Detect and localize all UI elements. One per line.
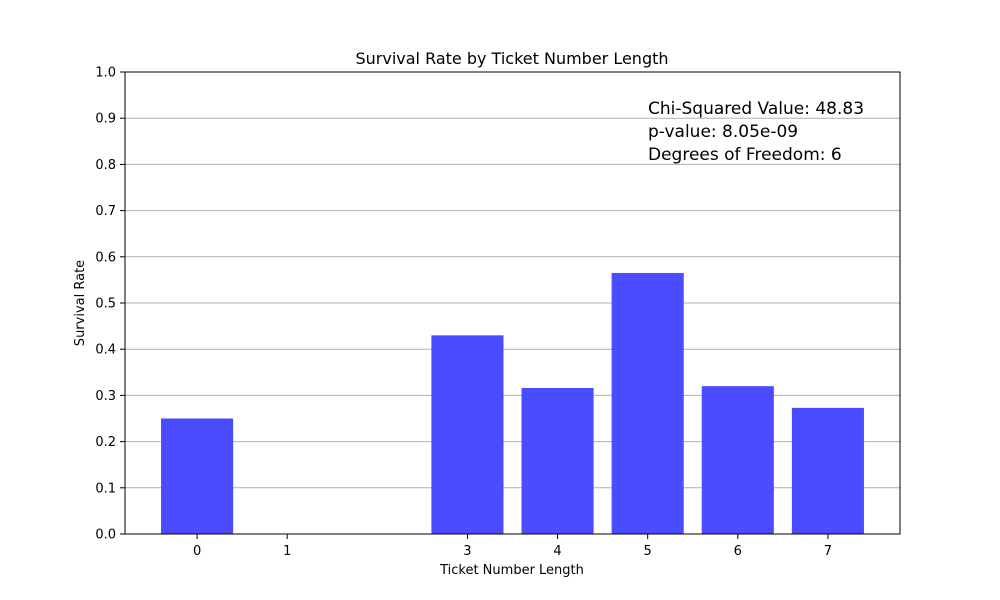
y-tick-label: 0.6 <box>95 250 116 265</box>
stats-annotation: Chi-Squared Value: 48.83 p-value: 8.05e-… <box>648 99 864 165</box>
x-tick-label: 1 <box>283 544 291 559</box>
bar-6 <box>701 386 774 534</box>
y-tick-label: 0.5 <box>95 297 116 312</box>
bar-0 <box>161 418 234 534</box>
y-tick-label: 0.8 <box>95 158 116 173</box>
x-tick-label: 6 <box>734 544 742 559</box>
x-tick-label: 5 <box>644 544 652 559</box>
degrees-of-freedom-annotation: Degrees of Freedom: 6 <box>648 145 842 165</box>
y-tick-label: 0.9 <box>95 112 116 127</box>
y-tick-label: 1.0 <box>95 66 116 81</box>
x-tick-label: 3 <box>463 544 471 559</box>
y-tick-label: 0.3 <box>95 389 116 404</box>
x-tick-label: 7 <box>824 544 832 559</box>
y-axis-ticks: 0.0 0.1 0.2 0.3 0.4 0.5 0.6 0.7 0.8 0.9 1.0 <box>95 66 125 543</box>
y-tick-label: 0.4 <box>95 343 116 358</box>
chart-title: Survival Rate by Ticket Number Length <box>355 49 668 68</box>
bar-3 <box>431 335 504 534</box>
x-axis-ticks: 0 1 3 4 5 6 7 <box>193 534 832 559</box>
bar-layer <box>161 272 864 534</box>
y-tick-label: 0.2 <box>95 435 116 450</box>
p-value-annotation: p-value: 8.05e-09 <box>648 122 798 142</box>
bar-5 <box>611 272 684 534</box>
y-tick-label: 0.1 <box>95 481 116 496</box>
x-axis-label: Ticket Number Length <box>439 563 584 578</box>
bar-7 <box>791 407 864 534</box>
y-tick-label: 0.0 <box>95 528 116 543</box>
x-tick-label: 0 <box>193 544 201 559</box>
bar-4 <box>521 388 594 534</box>
y-tick-label: 0.7 <box>95 204 116 219</box>
chi-squared-annotation: Chi-Squared Value: 48.83 <box>648 99 864 119</box>
x-tick-label: 4 <box>553 544 561 559</box>
y-axis-label: Survival Rate <box>73 260 88 346</box>
